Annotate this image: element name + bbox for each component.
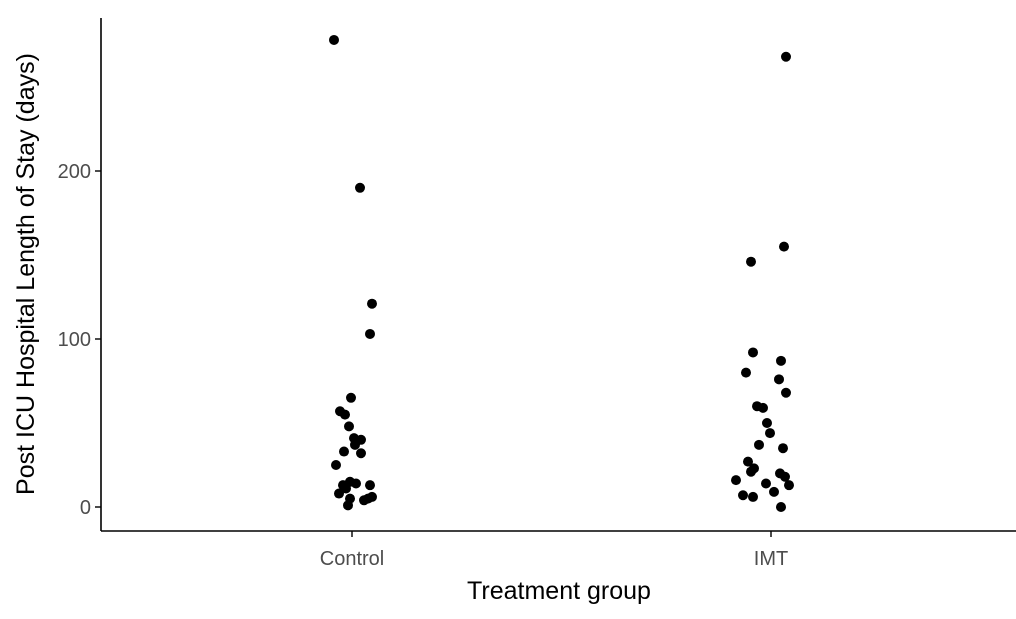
data-point-imt <box>765 428 775 439</box>
data-point-control <box>367 491 377 502</box>
data-point-imt <box>778 443 788 454</box>
data-point-control <box>339 446 349 457</box>
data-point-control <box>346 392 356 403</box>
data-point-imt <box>748 491 758 502</box>
data-point-imt <box>781 51 791 62</box>
data-point-imt <box>780 471 790 482</box>
y-tick-label: 100 <box>58 329 91 351</box>
data-point-imt <box>758 402 768 413</box>
data-point-imt <box>784 480 794 491</box>
data-point-control <box>344 421 354 432</box>
data-point-imt <box>746 256 756 267</box>
data-point-control <box>340 409 350 420</box>
data-point-imt <box>748 347 758 358</box>
x-tick-label: IMT <box>754 548 788 570</box>
data-point-imt <box>779 241 789 252</box>
data-point-imt <box>776 502 786 512</box>
data-point-imt <box>769 486 779 497</box>
data-point-control <box>350 439 360 450</box>
data-point-imt <box>746 466 756 477</box>
data-point-imt <box>774 374 784 385</box>
data-point-control <box>329 34 339 45</box>
data-point-imt <box>738 490 748 501</box>
data-point-imt <box>754 439 764 450</box>
x-axis-ticks: Control IMT <box>320 531 788 570</box>
data-point-control <box>356 448 366 459</box>
y-tick-label: 0 <box>80 497 91 519</box>
data-point-imt <box>761 478 771 489</box>
data-point-control <box>341 483 351 494</box>
data-point-imt <box>776 355 786 366</box>
y-axis-label: Post ICU Hospital Length of Stay (days) <box>12 53 40 495</box>
axes-layer <box>100 18 1016 532</box>
data-point-imt <box>743 456 753 467</box>
data-point-control <box>331 460 341 470</box>
data-point-imt <box>741 367 751 378</box>
data-point-imt <box>762 418 772 428</box>
data-point-control <box>355 182 365 193</box>
x-axis-label: Treatment group <box>467 577 651 605</box>
data-point-control <box>367 298 377 309</box>
data-point-control <box>365 328 375 339</box>
x-tick-label: Control <box>320 548 384 570</box>
data-point-imt <box>731 475 741 486</box>
points-layer <box>329 34 794 512</box>
data-point-control <box>334 488 344 499</box>
y-tick-label: 200 <box>58 161 91 183</box>
data-point-control <box>365 480 375 491</box>
data-point-control <box>343 500 353 511</box>
data-point-imt <box>781 387 791 398</box>
y-axis-ticks: 0 100 200 <box>58 161 101 519</box>
